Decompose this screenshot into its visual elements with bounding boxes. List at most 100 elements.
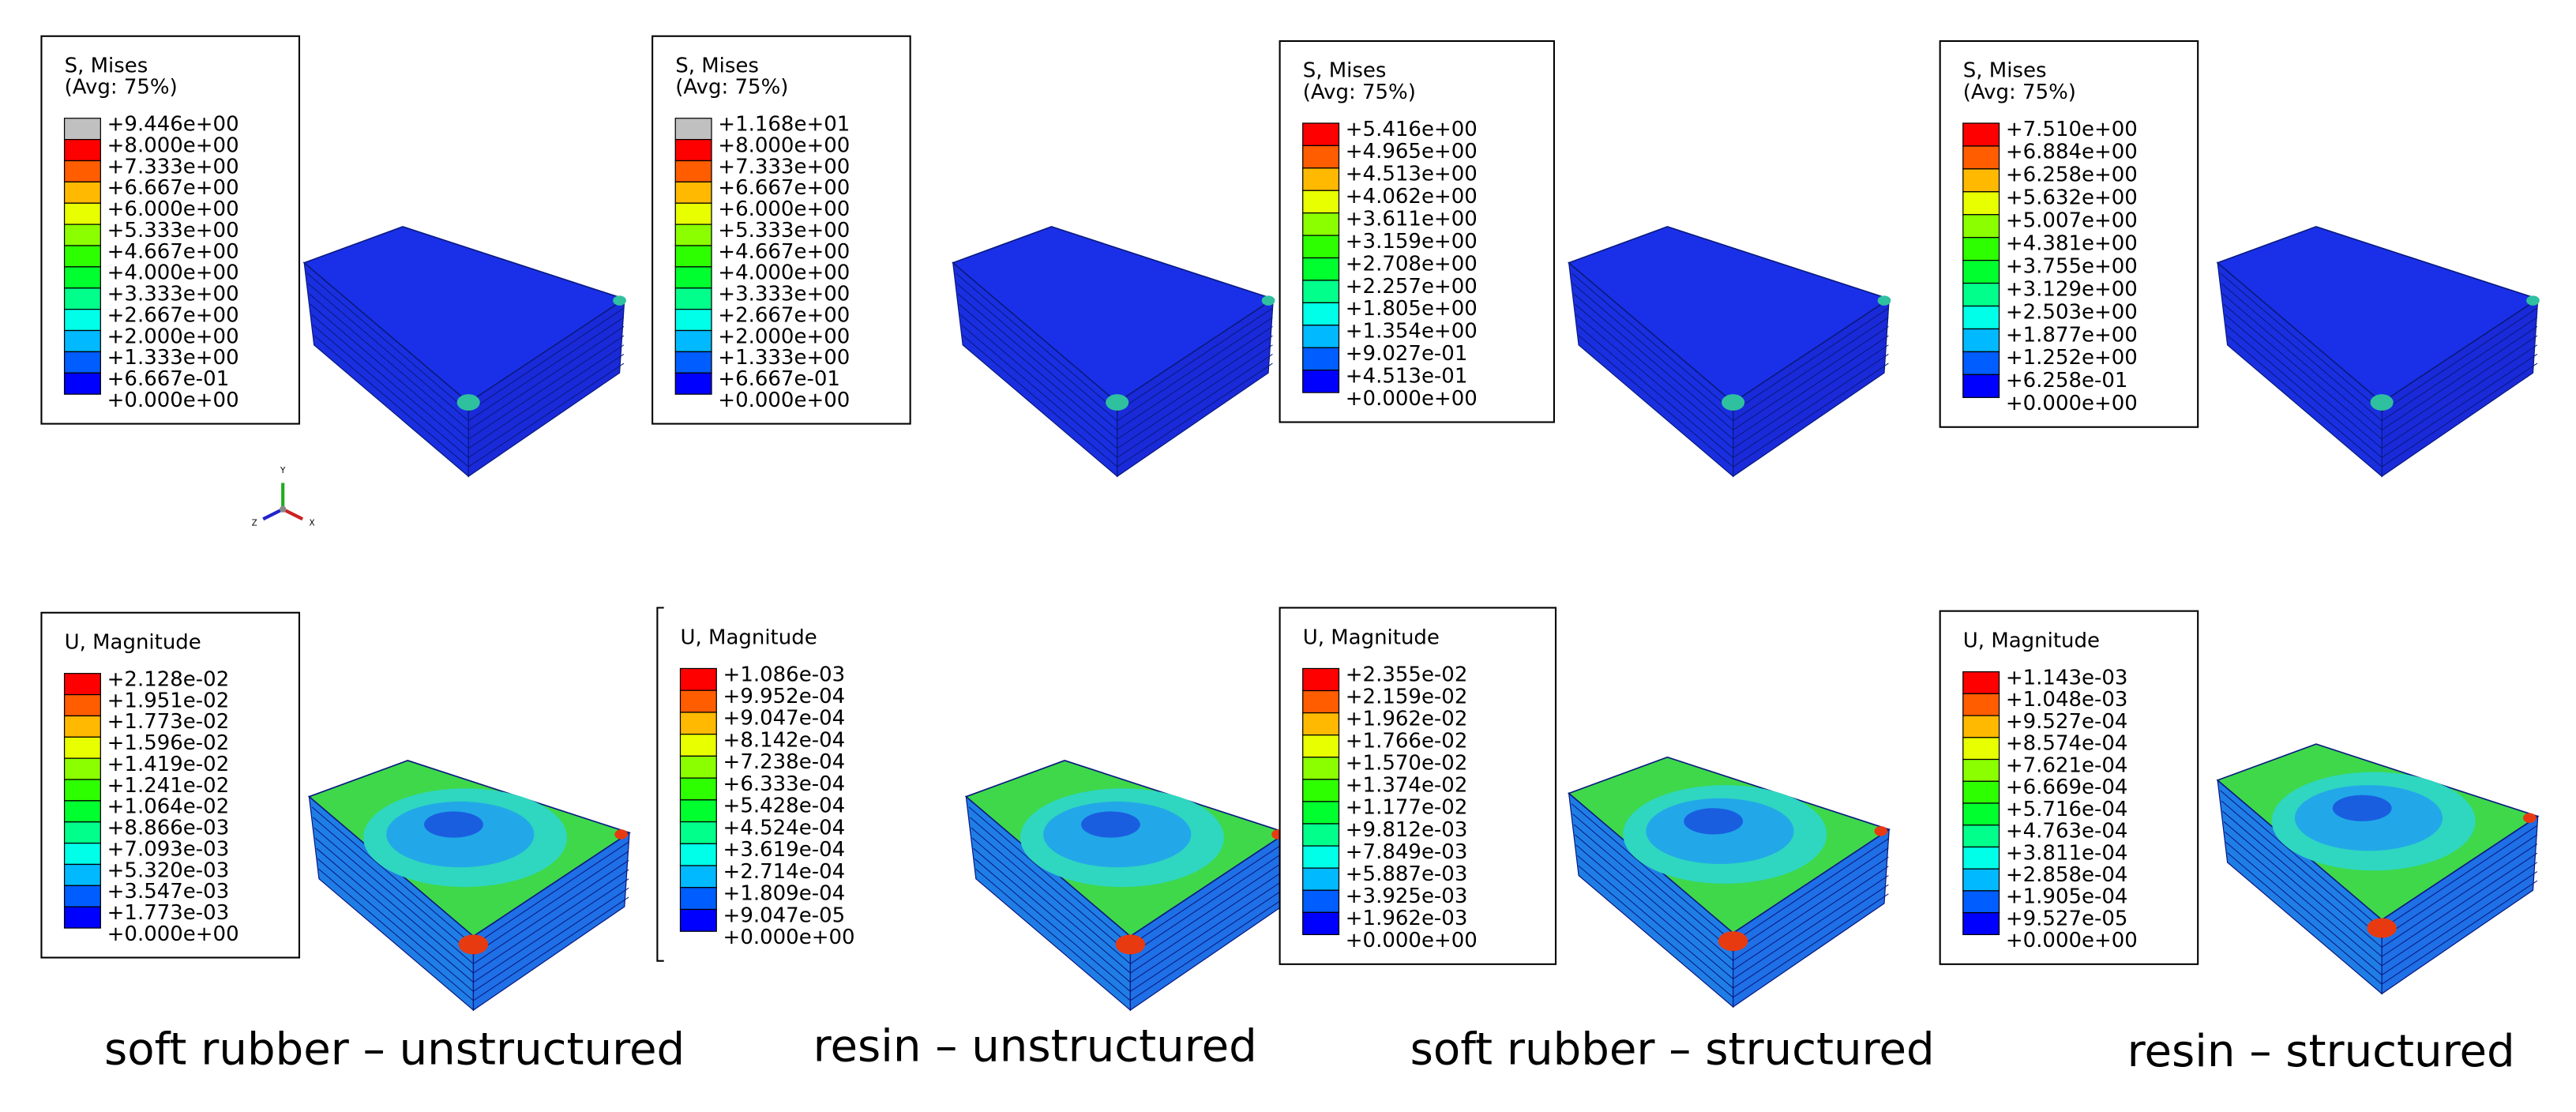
legend-swatch bbox=[674, 372, 712, 395]
legend-label: +4.667e+00 bbox=[718, 240, 850, 264]
legend-swatch bbox=[674, 245, 712, 268]
model-contour bbox=[2370, 394, 2394, 411]
legend-swatch bbox=[1962, 260, 2000, 284]
legend-label: +5.887e-03 bbox=[1346, 862, 1468, 886]
legend-swatch bbox=[63, 329, 101, 353]
legend-title: U, Magnitude bbox=[65, 631, 201, 655]
model-hot bbox=[2522, 813, 2537, 823]
model-contour bbox=[1722, 394, 1745, 411]
legend-label: +0.000e+00 bbox=[1346, 929, 1478, 952]
legend-swatch bbox=[1962, 715, 2000, 738]
legend-swatch bbox=[1302, 347, 1340, 371]
model-stripe bbox=[974, 858, 1131, 992]
legend-label: +3.129e+00 bbox=[2006, 277, 2138, 301]
legend-label: +1.374e-02 bbox=[1346, 774, 1468, 798]
model-stripe bbox=[1117, 353, 1273, 458]
legend-swatch bbox=[1302, 302, 1340, 326]
model-stripe bbox=[468, 326, 625, 430]
legend-swatch bbox=[1962, 282, 2000, 307]
model-stripe bbox=[311, 314, 469, 449]
legend-label: +1.064e-02 bbox=[107, 795, 230, 819]
triad: Y Z X bbox=[252, 466, 315, 528]
model-stripe bbox=[2227, 335, 2383, 468]
legend-label: +7.510e+00 bbox=[2006, 118, 2138, 141]
model-stripe bbox=[317, 858, 474, 992]
legend-swatch bbox=[1962, 737, 2000, 761]
model-stripe bbox=[959, 314, 1118, 449]
legend-swatch bbox=[63, 673, 101, 696]
legend-swatch bbox=[674, 138, 712, 162]
legend-label: +9.047e-04 bbox=[723, 707, 846, 731]
legend-label: +1.962e-03 bbox=[1346, 907, 1468, 930]
model-stripe bbox=[1575, 314, 1733, 449]
model-stripe bbox=[1117, 317, 1273, 422]
model-stripe bbox=[1733, 866, 1889, 971]
legend: U, Magnitude+1.143e-03+1.048e-03+9.527e-… bbox=[1939, 610, 2199, 965]
model-stripe bbox=[312, 324, 469, 458]
model-stripe bbox=[2221, 800, 2383, 939]
legend-swatch bbox=[1962, 693, 2000, 716]
legend-label: +2.708e+00 bbox=[1346, 252, 1478, 276]
legend-label: +7.093e-03 bbox=[107, 837, 230, 861]
model-stripe bbox=[955, 272, 1118, 412]
legend-label: +5.428e-04 bbox=[723, 795, 846, 818]
legend-label: +1.241e-02 bbox=[107, 774, 230, 798]
legend-label: +5.333e+00 bbox=[107, 219, 239, 242]
model-stripe bbox=[1117, 307, 1273, 412]
legend-label: +2.159e-02 bbox=[1346, 685, 1468, 708]
model-stripe bbox=[2223, 821, 2383, 957]
legend-label: +1.805e+00 bbox=[1346, 297, 1478, 321]
model-stripe bbox=[2225, 842, 2383, 975]
model-stripe bbox=[1733, 838, 1889, 943]
legend-swatch bbox=[1962, 214, 2000, 239]
legend-label: +2.858e-04 bbox=[2006, 863, 2128, 887]
legend-label: +1.596e-02 bbox=[107, 731, 230, 755]
model bbox=[307, 760, 631, 1012]
legend-swatch bbox=[679, 887, 717, 911]
legend-label: +0.000e+00 bbox=[107, 922, 239, 946]
legend-label: +8.000e+00 bbox=[107, 133, 239, 157]
legend-swatch bbox=[1302, 325, 1340, 348]
legend-swatch bbox=[1302, 823, 1340, 847]
legend-swatch bbox=[63, 863, 101, 886]
legend-label: +4.524e-04 bbox=[723, 816, 846, 840]
model-stripe bbox=[1733, 875, 1889, 979]
model-stripe bbox=[306, 272, 469, 412]
legend-swatch bbox=[63, 138, 101, 162]
triad-label: Z bbox=[252, 519, 257, 528]
model-stripe bbox=[2381, 326, 2538, 430]
legend-swatch bbox=[63, 245, 101, 268]
model-stripe bbox=[1572, 283, 1733, 422]
legend-label: +1.877e+00 bbox=[2006, 323, 2138, 347]
model-stripe bbox=[1578, 865, 1733, 998]
model-hot bbox=[458, 934, 489, 955]
model-stripe bbox=[1571, 803, 1733, 943]
legend-swatch bbox=[1962, 890, 2000, 914]
legend-label: +6.258e+00 bbox=[2006, 163, 2138, 187]
legend-label: +0.000e+00 bbox=[718, 389, 850, 412]
legend-label: +4.000e+00 bbox=[718, 261, 850, 285]
legend-label: +0.000e+00 bbox=[107, 389, 239, 412]
legend-swatch bbox=[1302, 280, 1340, 303]
model-contour bbox=[456, 394, 480, 411]
model-contour bbox=[1684, 808, 1744, 835]
model-stripe bbox=[316, 847, 474, 983]
model-stripe bbox=[2220, 790, 2383, 930]
legend-label: +5.716e-04 bbox=[2006, 798, 2128, 821]
legend-label: +5.007e+00 bbox=[2006, 209, 2138, 233]
model-hot bbox=[1115, 934, 1146, 955]
legend-label: +6.258e-01 bbox=[2006, 369, 2128, 393]
model-stripe bbox=[2381, 834, 2538, 939]
legend-swatch bbox=[1962, 846, 2000, 870]
legend-label: +1.773e-02 bbox=[107, 710, 230, 734]
model-stripe bbox=[2381, 852, 2538, 957]
model-stripe bbox=[2227, 852, 2383, 985]
model-stripe bbox=[2381, 335, 2538, 440]
legend-label: +1.951e-02 bbox=[107, 689, 230, 712]
model-stripe bbox=[1117, 363, 1273, 468]
legend-title: S, Mises bbox=[65, 54, 148, 78]
legend-label: +0.000e+00 bbox=[2006, 929, 2138, 952]
legend: U, Magnitude+1.086e-03+9.952e-04+9.047e-… bbox=[656, 607, 855, 962]
model-contour bbox=[1106, 394, 1129, 411]
